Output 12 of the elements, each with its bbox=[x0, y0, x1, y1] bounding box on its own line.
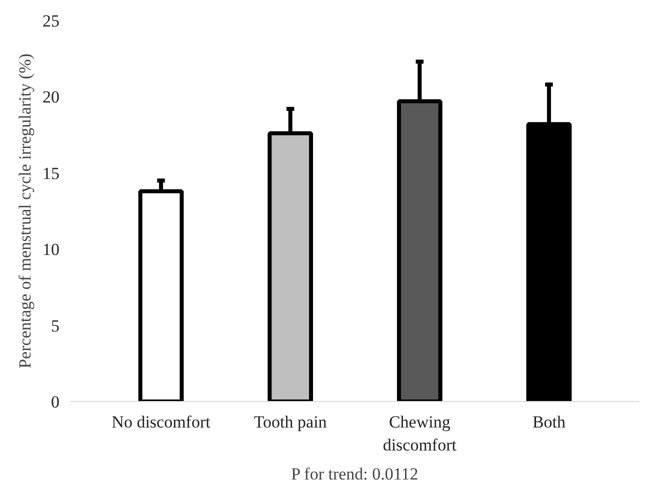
y-tick-label: 15 bbox=[42, 164, 60, 183]
x-tick-label: Both bbox=[532, 412, 566, 432]
x-tick-label: Tooth pain bbox=[254, 412, 328, 432]
x-tick-label: No discomfort bbox=[112, 412, 211, 432]
text: P for trend: 0.0112 bbox=[291, 464, 418, 484]
y-tick-label: 10 bbox=[42, 240, 60, 260]
y-tick-label: 25 bbox=[42, 12, 60, 30]
x-tick-label: Chewing discomfort bbox=[382, 412, 457, 454]
y-axis-title: Percentage of menstrual cycle irregularity (%) bbox=[16, 54, 34, 368]
y-tick-label: 0 bbox=[51, 392, 60, 412]
y-tick-label: 20 bbox=[42, 88, 60, 107]
y-tick-label: 5 bbox=[51, 316, 60, 336]
